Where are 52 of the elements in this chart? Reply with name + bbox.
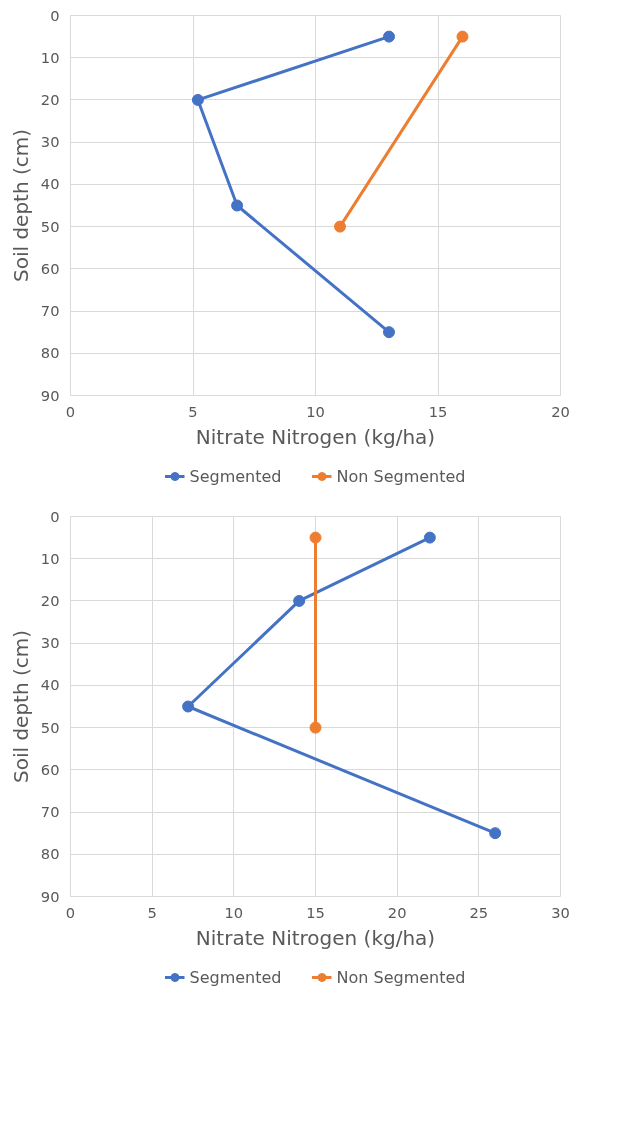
y-axis-title: Soil depth (cm): [8, 629, 33, 784]
point: [309, 721, 322, 734]
y-tick-label: 70: [40, 803, 60, 821]
x-tick-label: 5: [188, 402, 198, 420]
y-tick-label: 30: [40, 133, 60, 151]
point: [383, 326, 395, 339]
x-tick-label: 20: [387, 903, 407, 921]
x-axis-title: Nitrate Nitrogen (kg/ha): [195, 424, 436, 449]
y-tick-label: 80: [40, 845, 60, 863]
legend-label: Non Segmented: [336, 967, 466, 987]
y-tick-label: 60: [40, 760, 60, 778]
x-tick-label: 10: [306, 402, 325, 420]
y-tick-label: 90: [40, 887, 60, 905]
x-tick-label: 0: [65, 903, 76, 921]
point: [489, 827, 502, 840]
y-tick-label: 20: [40, 591, 60, 609]
y-axis-title: Soil depth (cm): [8, 128, 33, 283]
point: [293, 594, 306, 607]
legend-label: Non Segmented: [336, 466, 466, 486]
y-tick-label: 50: [40, 718, 60, 736]
point: [383, 30, 395, 43]
x-tick-label: 10: [224, 903, 244, 921]
legend-label: Segmented: [189, 466, 282, 486]
y-tick-label: 40: [40, 175, 60, 193]
y-tick-label: 90: [40, 386, 60, 404]
y-tick-label: 50: [40, 217, 60, 235]
y-tick-label: 80: [40, 344, 60, 362]
point: [191, 93, 204, 106]
x-tick-label: 30: [551, 903, 570, 921]
y-tick-label: 0: [50, 6, 60, 24]
x-tick-label: 25: [469, 903, 489, 921]
point: [423, 531, 436, 544]
y-tick-label: 60: [40, 259, 60, 277]
y-tick-label: 20: [40, 90, 60, 108]
x-tick-label: 0: [65, 402, 76, 420]
y-tick-label: 10: [40, 48, 60, 66]
x-axis-title: Nitrate Nitrogen (kg/ha): [195, 925, 436, 950]
y-tick-label: 0: [50, 507, 60, 525]
point: [456, 30, 469, 43]
y-tick-label: 10: [40, 549, 60, 567]
y-tick-label: 70: [40, 302, 60, 320]
point: [334, 220, 346, 233]
point: [231, 199, 244, 212]
x-tick-label: 20: [551, 402, 570, 420]
y-tick-label: 30: [40, 634, 60, 652]
x-tick-label: 5: [147, 903, 157, 921]
y-tick-label: 40: [40, 676, 60, 694]
point: [309, 531, 322, 544]
point: [182, 700, 195, 713]
x-tick-label: 15: [428, 402, 448, 420]
legend-label: Segmented: [189, 967, 282, 987]
x-tick-label: 15: [306, 903, 325, 921]
